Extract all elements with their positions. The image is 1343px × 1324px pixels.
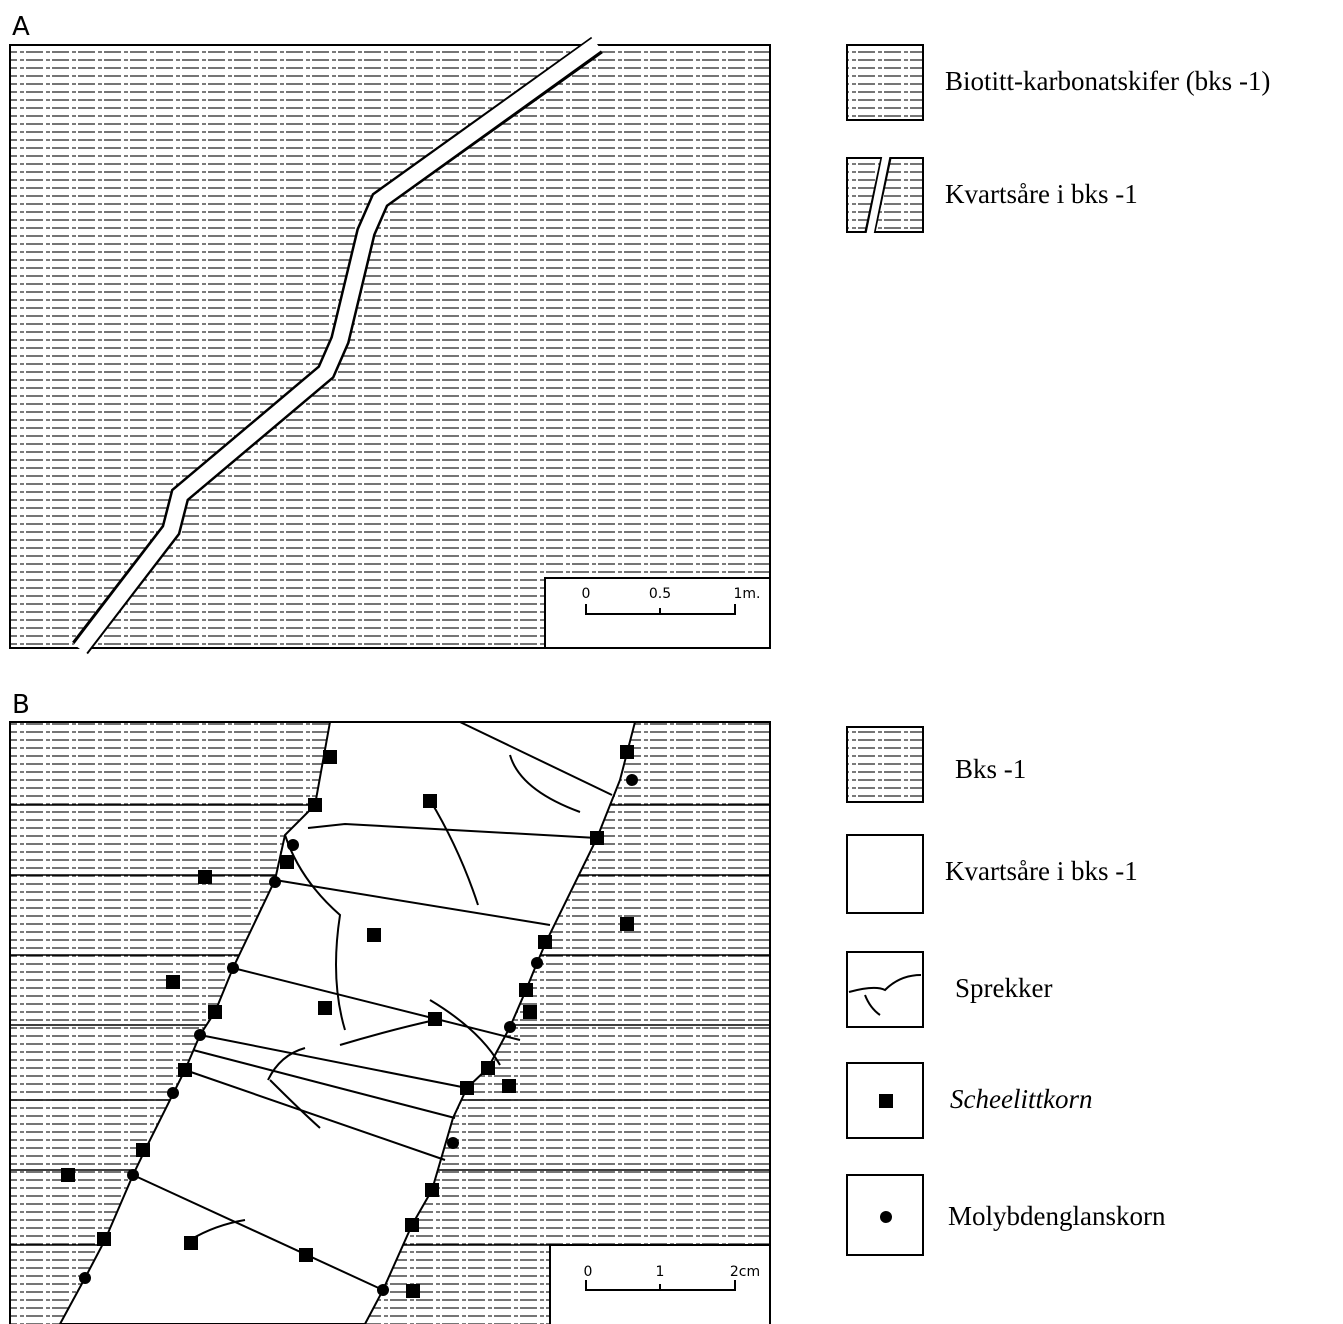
scheelite-grain xyxy=(136,1143,150,1157)
scheelite-grain xyxy=(367,928,381,942)
molybdenite-grain xyxy=(194,1029,206,1041)
scheelite-grain xyxy=(538,935,552,949)
legend-text: Sprekker xyxy=(955,973,1052,1003)
scheelite-grain xyxy=(308,798,322,812)
molybdenite-grain xyxy=(227,962,239,974)
scheelite-grain xyxy=(280,855,294,869)
molybdenite-grain xyxy=(127,1169,139,1181)
scale-label: 0 xyxy=(582,586,591,602)
scheelite-grain xyxy=(620,917,634,931)
scheelite-grain xyxy=(590,831,604,845)
scale-label: 1m. xyxy=(734,586,761,602)
scheelite-grain xyxy=(323,750,337,764)
scheelite-grain xyxy=(502,1079,516,1093)
molybdenite-grain xyxy=(504,1021,516,1033)
scheelite-grain xyxy=(460,1081,474,1095)
molybdenite-grain xyxy=(626,774,638,786)
legend-text: Biotitt-karbonatskifer (bks -1) xyxy=(945,66,1270,96)
legend-text: Scheelittkorn xyxy=(950,1084,1092,1114)
rock-area xyxy=(10,45,770,648)
scheelite-grain xyxy=(299,1248,313,1262)
molybdenite-grain xyxy=(269,876,281,888)
scale-label: 1 xyxy=(656,1264,665,1280)
legend-swatch xyxy=(847,835,923,913)
legend-square xyxy=(879,1094,893,1108)
scheelite-grain xyxy=(425,1183,439,1197)
scheelite-grain xyxy=(166,975,180,989)
legend-text: Kvartsåre i bks -1 xyxy=(945,856,1138,886)
legend-swatch xyxy=(847,45,923,120)
scale-label: 0.5 xyxy=(649,586,671,602)
scale-label: 0 xyxy=(584,1264,593,1280)
scheelite-grain xyxy=(198,870,212,884)
scheelite-grain xyxy=(208,1005,222,1019)
scheelite-grain xyxy=(178,1063,192,1077)
scheelite-grain xyxy=(620,745,634,759)
legend-text: Kvartsåre i bks -1 xyxy=(945,179,1138,209)
legend-text: Molybdenglanskorn xyxy=(948,1201,1166,1231)
molybdenite-grain xyxy=(79,1272,91,1284)
molybdenite-grain xyxy=(287,839,299,851)
molybdenite-grain xyxy=(167,1087,179,1099)
scheelite-grain xyxy=(97,1232,111,1246)
legend-swatch xyxy=(847,727,923,802)
scheelite-grain xyxy=(406,1284,420,1298)
scale-label: 2cm xyxy=(730,1264,760,1280)
molybdenite-grain xyxy=(447,1137,459,1149)
molybdenite-grain xyxy=(531,957,543,969)
molybdenite-grain xyxy=(377,1284,389,1296)
scheelite-grain xyxy=(423,794,437,808)
scheelite-grain xyxy=(405,1218,419,1232)
panel-label: A xyxy=(12,12,30,42)
scheelite-grain xyxy=(184,1236,198,1250)
legend-dot xyxy=(880,1211,892,1223)
legend-text: Bks -1 xyxy=(955,754,1026,784)
scheelite-grain xyxy=(318,1001,332,1015)
scheelite-grain xyxy=(481,1061,495,1075)
scheelite-grain xyxy=(428,1012,442,1026)
scheelite-grain xyxy=(523,1005,537,1019)
figure: A 0 0.5 1m. Biotitt-karbonatskifer (bks … xyxy=(0,0,1343,1324)
panel-label: B xyxy=(12,690,30,720)
scheelite-grain xyxy=(519,983,533,997)
scheelite-grain xyxy=(61,1168,75,1182)
